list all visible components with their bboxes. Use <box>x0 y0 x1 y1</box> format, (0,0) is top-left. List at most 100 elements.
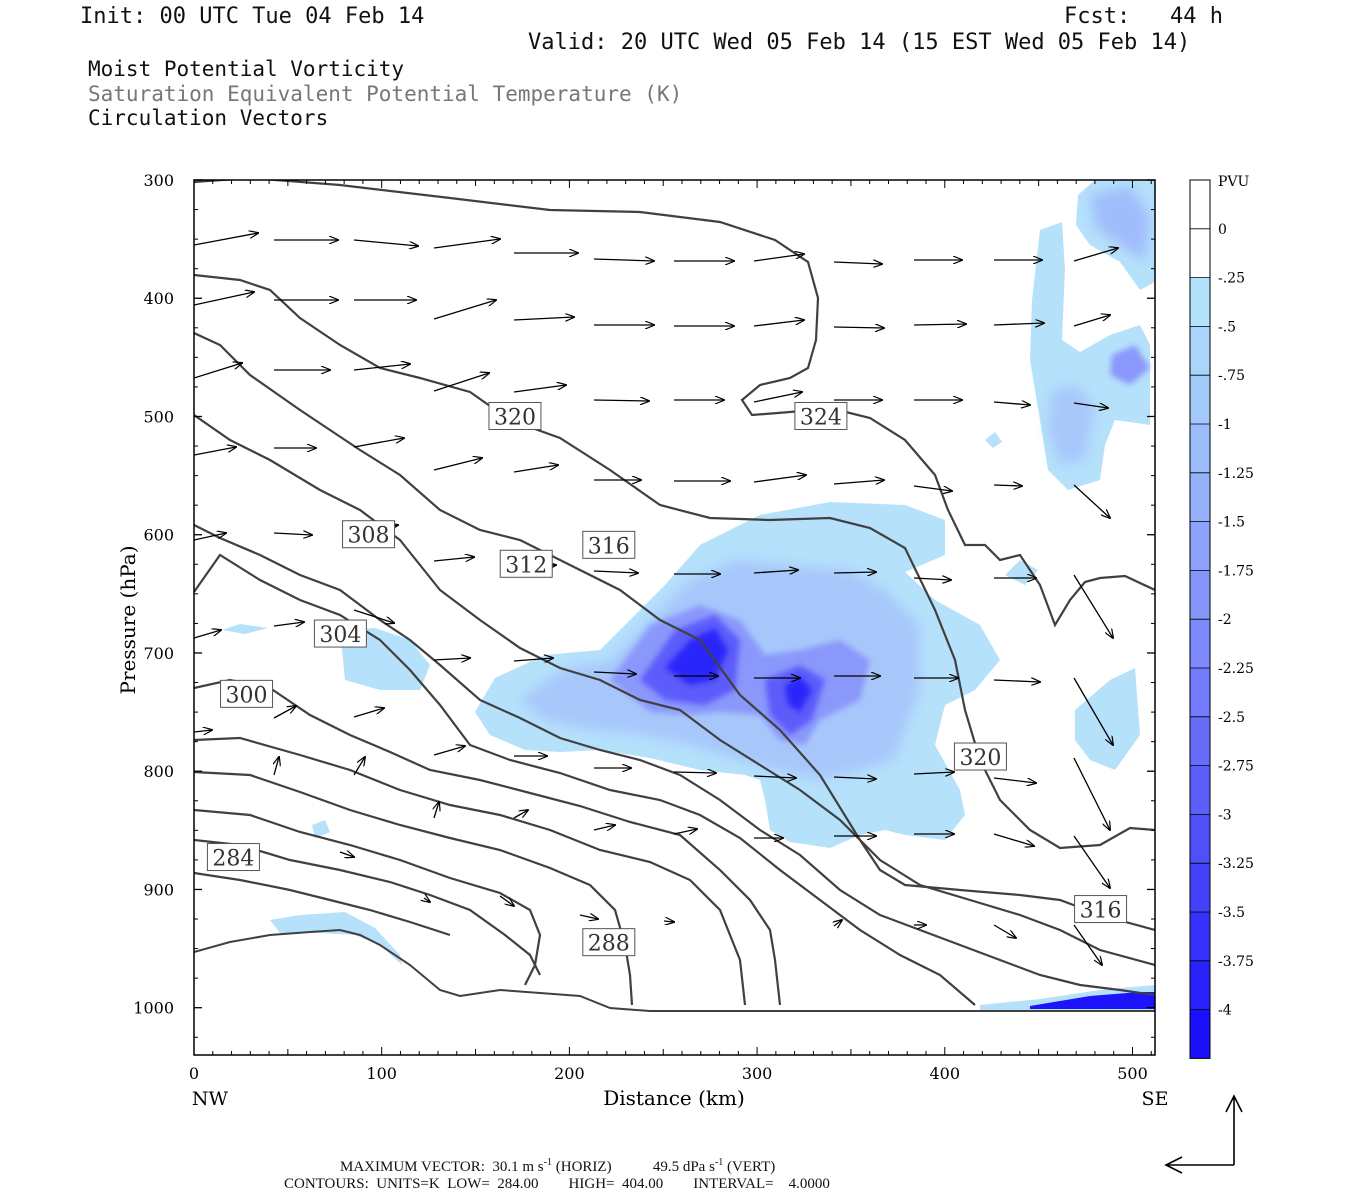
contour-316 <box>194 332 1155 932</box>
colorbar-swatch <box>1190 863 1210 912</box>
x-axis-label: Distance (km) <box>603 1086 745 1110</box>
colorbar-label: -1.5 <box>1218 515 1245 531</box>
vector-arrow <box>194 730 212 732</box>
theta-e-contours <box>194 180 1155 1012</box>
vector-arrow <box>499 895 514 906</box>
vector-arrow <box>513 810 528 819</box>
x-tick-label: 400 <box>930 1064 961 1083</box>
vector-arrow <box>1073 402 1108 408</box>
pv-surface-band-strong <box>1030 992 1155 1009</box>
vector-arrow <box>913 772 954 774</box>
max-vector-line: MAXIMUM VECTOR: 30.1 m s-1 (HORIZ) 49.5 … <box>340 1157 775 1176</box>
contour-label-box <box>794 401 848 430</box>
vector-arrow <box>1073 924 1102 965</box>
colorbar-label: -3.75 <box>1218 954 1254 970</box>
vector-arrow <box>993 777 1036 783</box>
x-tick-label: 100 <box>366 1064 397 1083</box>
vector-arrow <box>433 458 482 471</box>
colorbar-swatch <box>1190 765 1210 815</box>
contour-284 <box>194 871 451 937</box>
vector-arrow <box>753 320 804 327</box>
max-vert-value: 49.5 dPa s <box>652 1159 715 1175</box>
vector-arrow <box>353 364 410 371</box>
contour-label: 304 <box>319 623 361 648</box>
vector-arrow <box>513 317 574 320</box>
contour-label: 312 <box>505 553 547 578</box>
horiz-exp: -1 <box>543 1157 552 1168</box>
field-title-theta-e: Saturation Equivalent Potential Temperat… <box>88 82 683 106</box>
vector-arrow <box>593 400 649 401</box>
vector-arrow <box>513 658 553 661</box>
max-horiz-value: 30.1 m s <box>492 1159 544 1175</box>
vector-arrow <box>433 373 489 392</box>
contour-324 <box>194 180 1155 628</box>
vector-arrow <box>274 757 279 776</box>
contour-label-box <box>953 742 1007 771</box>
vector-arrow <box>433 300 496 320</box>
pv-area-east-dots <box>985 432 1038 585</box>
colorbar-label: 0 <box>1218 222 1227 238</box>
vector-arrow <box>1073 677 1113 745</box>
x-tick-label: 500 <box>1117 1064 1148 1083</box>
vector-arrow <box>353 708 384 718</box>
vector-arrow <box>913 324 966 325</box>
contour-286 <box>194 838 541 976</box>
contour-label-box <box>582 530 636 559</box>
reference-vector-icon <box>1164 1094 1243 1174</box>
pv-max-a <box>665 628 728 685</box>
y-tick-label: 500 <box>143 407 174 426</box>
vector-arrow <box>433 239 500 249</box>
ground-terrain <box>194 928 1155 1012</box>
max-vector-label: MAXIMUM VECTOR: <box>340 1159 485 1175</box>
contours-info: CONTOURS: UNITS=K LOW= 284.00 HIGH= 404.… <box>284 1176 830 1192</box>
colorbar-swatch <box>1190 1009 1210 1059</box>
y-axis-label: Pressure (hPa) <box>116 546 140 695</box>
vector-arrow <box>673 829 697 834</box>
colorbar-label: -.25 <box>1218 271 1245 287</box>
vector-arrow <box>833 480 884 484</box>
vector-arrow <box>993 402 1030 405</box>
colorbar-swatch <box>1190 424 1210 473</box>
colorbar-label: -2.25 <box>1218 661 1254 677</box>
vector-arrow <box>579 915 598 919</box>
contour-label-box <box>342 520 396 549</box>
y-tick-label: 300 <box>143 171 174 190</box>
vector-arrow <box>593 259 654 261</box>
contour-label: 320 <box>494 405 536 430</box>
contour-label-box <box>582 928 636 957</box>
vector-arrow <box>1073 574 1113 638</box>
colorbar-swatch <box>1190 472 1210 522</box>
vector-arrow <box>593 571 638 573</box>
colorbar-label: -.5 <box>1218 319 1236 335</box>
vector-arrow <box>194 363 242 379</box>
vector-arrow <box>513 465 558 473</box>
vector-arrow <box>753 392 802 403</box>
pv-area-tiny-left <box>312 820 330 838</box>
colorbar-swatch <box>1190 619 1210 668</box>
contour-296 <box>194 736 747 1006</box>
vector-arrow <box>993 924 1016 938</box>
colorbar-label: -3 <box>1218 807 1232 823</box>
field-title-vectors: Circulation Vectors <box>88 106 329 130</box>
vector-arrow <box>194 447 236 456</box>
axes: 300 400 500 600 700 800 900 1000 0 100 200 300 400 50… <box>116 171 1168 1110</box>
colorbar-swatch <box>1190 912 1210 961</box>
x-end-label-se: SE <box>1142 1088 1169 1110</box>
contour-320 <box>194 273 1155 850</box>
pv-max-b <box>785 676 812 712</box>
y-tick-label: 400 <box>143 289 174 308</box>
init-time: Init: 00 UTC Tue 04 Feb 14 <box>80 4 425 29</box>
vert-exp: -1 <box>714 1157 724 1168</box>
vector-arrow <box>993 323 1044 325</box>
vector-arrow <box>753 254 804 262</box>
colorbar-swatch <box>1190 375 1210 424</box>
colorbar-swatch <box>1190 668 1210 717</box>
y-tick-label: 700 <box>143 644 174 663</box>
pv-shading <box>222 180 1155 1010</box>
vector-arrow <box>834 920 842 926</box>
contour-304 <box>194 553 976 1006</box>
contour-label: 324 <box>800 405 842 430</box>
vector-arrow <box>1073 835 1110 888</box>
plot-frame <box>193 179 1156 1056</box>
